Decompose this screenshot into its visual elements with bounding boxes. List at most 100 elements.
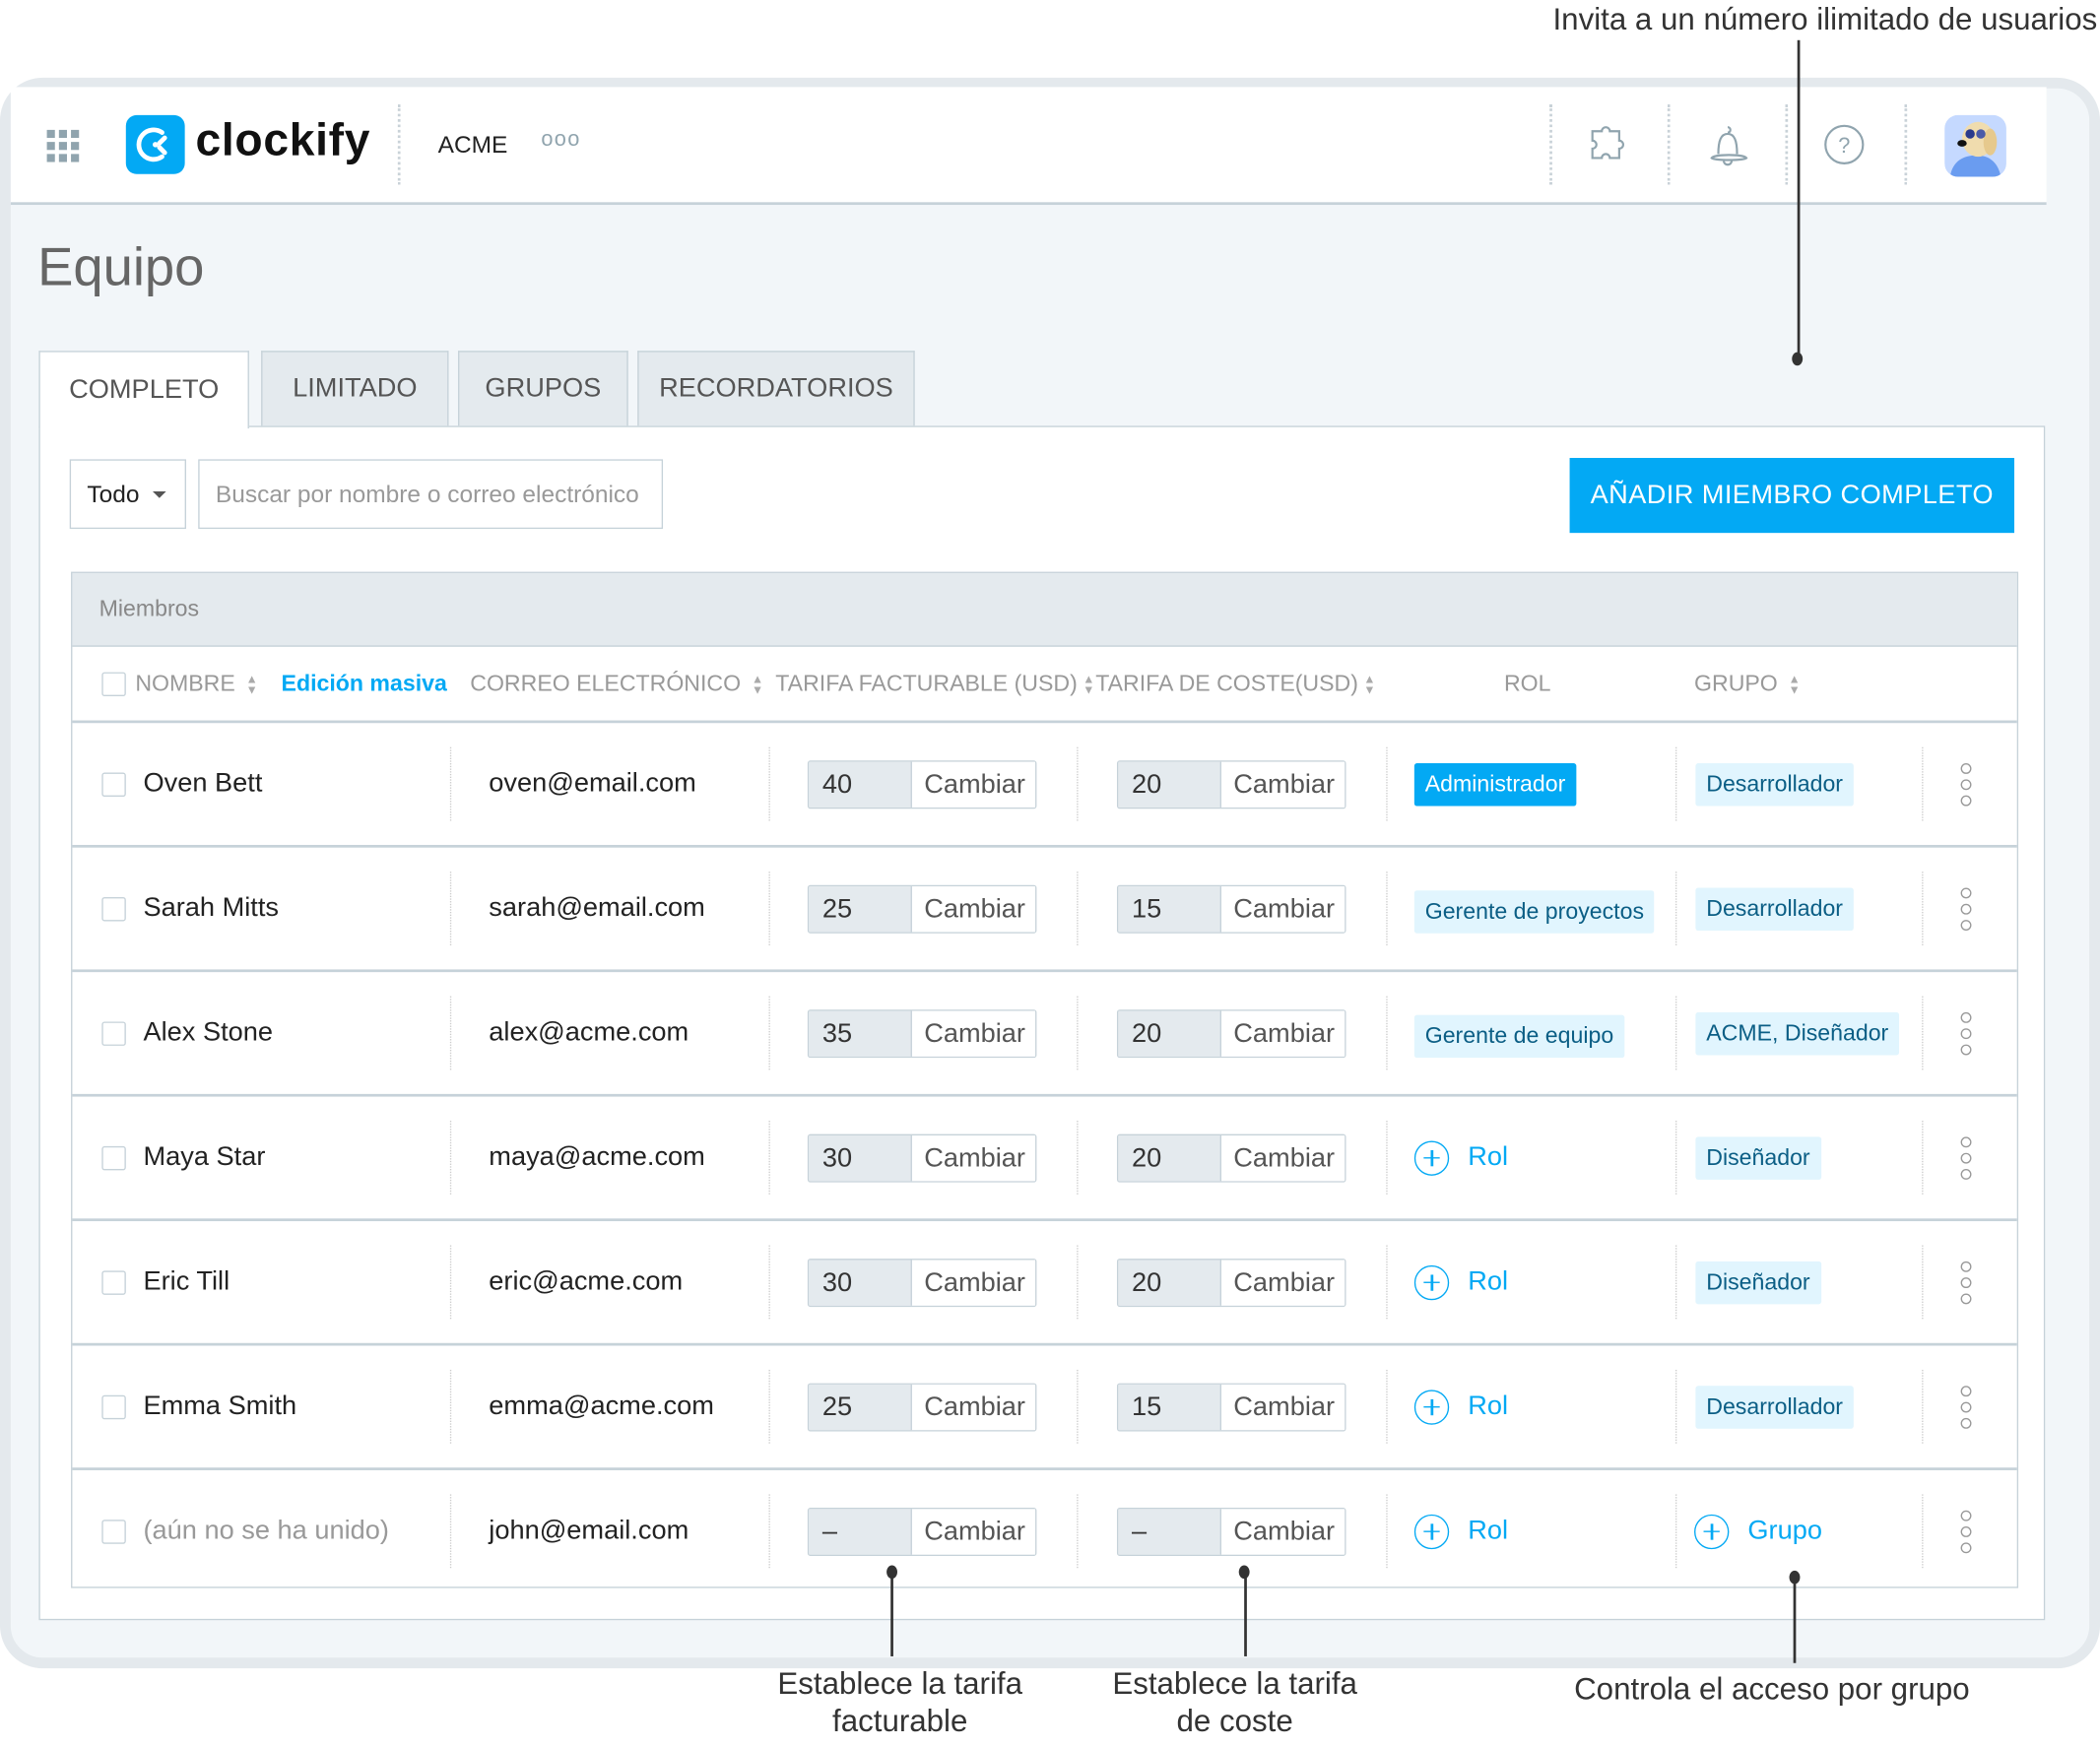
row-checkbox[interactable] <box>101 723 126 845</box>
billable-rate-value: 25 <box>809 886 912 933</box>
cost-rate-field: 20 Cambiar <box>1116 760 1346 809</box>
change-billable-rate-button[interactable]: Cambiar <box>911 1509 1036 1555</box>
role-badge[interactable]: Gerente de proyectos <box>1413 850 1655 972</box>
column-divider <box>1674 1245 1677 1320</box>
add-role-button[interactable]: Rol <box>1413 1097 1508 1219</box>
filter-dropdown[interactable]: Todo <box>69 459 186 530</box>
add-role-button[interactable]: Rol <box>1413 1221 1508 1343</box>
select-all-checkbox[interactable] <box>101 647 126 721</box>
change-cost-rate-button[interactable]: Cambiar <box>1221 1010 1345 1057</box>
annotation-cost-line2: de coste <box>1176 1703 1293 1738</box>
column-divider <box>449 1245 452 1320</box>
group-badge[interactable]: Desarrollador <box>1695 723 1854 845</box>
member-name: (aún no se ha unido) <box>143 1516 389 1546</box>
cost-rate-field: 15 Cambiar <box>1116 1383 1346 1432</box>
change-billable-rate-button[interactable]: Cambiar <box>911 1384 1036 1431</box>
change-cost-rate-button[interactable]: Cambiar <box>1221 1260 1345 1306</box>
tab-completo[interactable]: COMPLETO <box>38 351 249 429</box>
column-divider <box>1674 872 1677 945</box>
apps-grid-icon[interactable] <box>46 129 80 162</box>
column-email[interactable]: CORREO ELECTRÓNICO ▲ ▼ <box>470 647 763 721</box>
table-row: Eric Till eric@acme.com 30 Cambiar 20 Cambiar… <box>72 1218 2017 1343</box>
bell-icon[interactable] <box>1705 122 1750 167</box>
annotation-invite: Invita a un número ilimitado de usuarios <box>1552 1 2098 36</box>
cost-rate-value: 20 <box>1118 761 1222 808</box>
row-checkbox[interactable] <box>101 1097 126 1219</box>
column-cost-label: TARIFA DE COSTE(USD) <box>1095 670 1358 696</box>
change-cost-rate-button[interactable]: Cambiar <box>1221 1135 1345 1182</box>
change-cost-rate-button[interactable]: Cambiar <box>1221 1384 1345 1431</box>
divider <box>1667 104 1671 185</box>
tab-grupos[interactable]: GRUPOS <box>458 351 628 426</box>
row-checkbox[interactable] <box>101 1221 126 1343</box>
row-more-menu-icon[interactable] <box>1960 1345 1972 1467</box>
row-more-menu-icon[interactable] <box>1960 848 1972 970</box>
table-row: Oven Bett oven@email.com 40 Cambiar 20 Cambia… <box>72 720 2017 845</box>
add-group-label: Grupo <box>1747 1516 1822 1546</box>
more-icon[interactable]: ooo <box>541 128 581 152</box>
row-checkbox[interactable] <box>101 972 126 1094</box>
clockify-logo-icon[interactable] <box>125 114 185 174</box>
bulk-edit-link[interactable]: Edición masiva <box>281 670 447 696</box>
tab-limitado[interactable]: LIMITADO <box>261 351 449 426</box>
member-name: Emma Smith <box>143 1391 297 1421</box>
group-badge[interactable]: Desarrollador <box>1695 1345 1854 1467</box>
column-divider <box>1922 1369 1924 1444</box>
row-more-menu-icon[interactable] <box>1960 1097 1972 1219</box>
row-more-menu-icon[interactable] <box>1960 1221 1972 1343</box>
row-more-menu-icon[interactable] <box>1960 723 1972 845</box>
member-email: oven@email.com <box>489 768 696 799</box>
row-more-menu-icon[interactable] <box>1960 1470 1972 1592</box>
column-divider <box>1674 1494 1677 1569</box>
column-name[interactable]: NOMBRE ▲ ▼ <box>135 647 257 721</box>
change-billable-rate-button[interactable]: Cambiar <box>911 886 1036 933</box>
column-divider <box>449 1369 452 1444</box>
annotation-billable: Establece la tarifa facturable <box>740 1664 1061 1739</box>
sort-icon: ▲ ▼ <box>245 671 258 696</box>
change-cost-rate-button[interactable]: Cambiar <box>1221 761 1345 808</box>
change-cost-rate-button[interactable]: Cambiar <box>1221 886 1345 933</box>
sort-icon: ▲ ▼ <box>751 671 764 696</box>
column-divider <box>1386 1494 1388 1569</box>
top-bar <box>10 87 2047 206</box>
avatar[interactable] <box>1944 114 2006 177</box>
role-badge-label: Administrador <box>1413 762 1577 806</box>
workspace-name[interactable]: ACME <box>437 131 508 159</box>
row-checkbox[interactable] <box>101 1345 126 1467</box>
cost-rate-value: 15 <box>1118 1384 1222 1431</box>
column-divider <box>768 1369 770 1444</box>
group-badge[interactable]: ACME, Diseñador <box>1695 972 1900 1094</box>
role-badge[interactable]: Gerente de equipo <box>1413 975 1625 1097</box>
role-badge[interactable]: Administrador <box>1413 723 1577 845</box>
add-role-button[interactable]: Rol <box>1413 1345 1508 1467</box>
puzzle-icon[interactable] <box>1586 122 1631 167</box>
add-role-button[interactable]: Rol <box>1413 1470 1508 1592</box>
group-badge[interactable]: Diseñador <box>1695 1221 1821 1343</box>
add-group-button[interactable]: Grupo <box>1694 1470 1822 1592</box>
column-cost-rate[interactable]: TARIFA DE COSTE(USD) ▲ ▼ <box>1095 647 1375 721</box>
tab-recordatorios[interactable]: RECORDATORIOS <box>637 351 915 426</box>
search-input[interactable] <box>198 459 664 530</box>
add-full-member-button[interactable]: AÑADIR MIEMBRO COMPLETO <box>1569 458 2014 534</box>
divider <box>1549 104 1552 185</box>
group-badge-label: Desarrollador <box>1695 886 1854 931</box>
change-billable-rate-button[interactable]: Cambiar <box>911 1010 1036 1057</box>
group-badge[interactable]: Desarrollador <box>1695 848 1854 970</box>
members-table: Miembros NOMBRE ▲ ▼ Edición masiva CORREO … <box>71 571 2019 1588</box>
group-badge[interactable]: Diseñador <box>1695 1097 1821 1219</box>
column-divider <box>1077 1369 1079 1444</box>
column-divider <box>1077 1121 1079 1195</box>
change-cost-rate-button[interactable]: Cambiar <box>1221 1509 1345 1555</box>
row-checkbox[interactable] <box>101 1470 126 1592</box>
table-row: Emma Smith emma@acme.com 25 Cambiar 15 Cambia… <box>72 1342 2017 1467</box>
column-group[interactable]: GRUPO ▲ ▼ <box>1694 647 1801 721</box>
change-billable-rate-button[interactable]: Cambiar <box>911 1260 1036 1306</box>
column-billable-rate[interactable]: TARIFA FACTURABLE (USD) ▲ ▼ <box>775 647 1094 721</box>
row-more-menu-icon[interactable] <box>1960 972 1972 1094</box>
help-icon[interactable]: ? <box>1821 122 1867 167</box>
row-checkbox[interactable] <box>101 848 126 970</box>
change-billable-rate-button[interactable]: Cambiar <box>911 761 1036 808</box>
column-divider <box>449 996 452 1070</box>
change-billable-rate-button[interactable]: Cambiar <box>911 1135 1036 1182</box>
divider <box>1785 104 1789 185</box>
